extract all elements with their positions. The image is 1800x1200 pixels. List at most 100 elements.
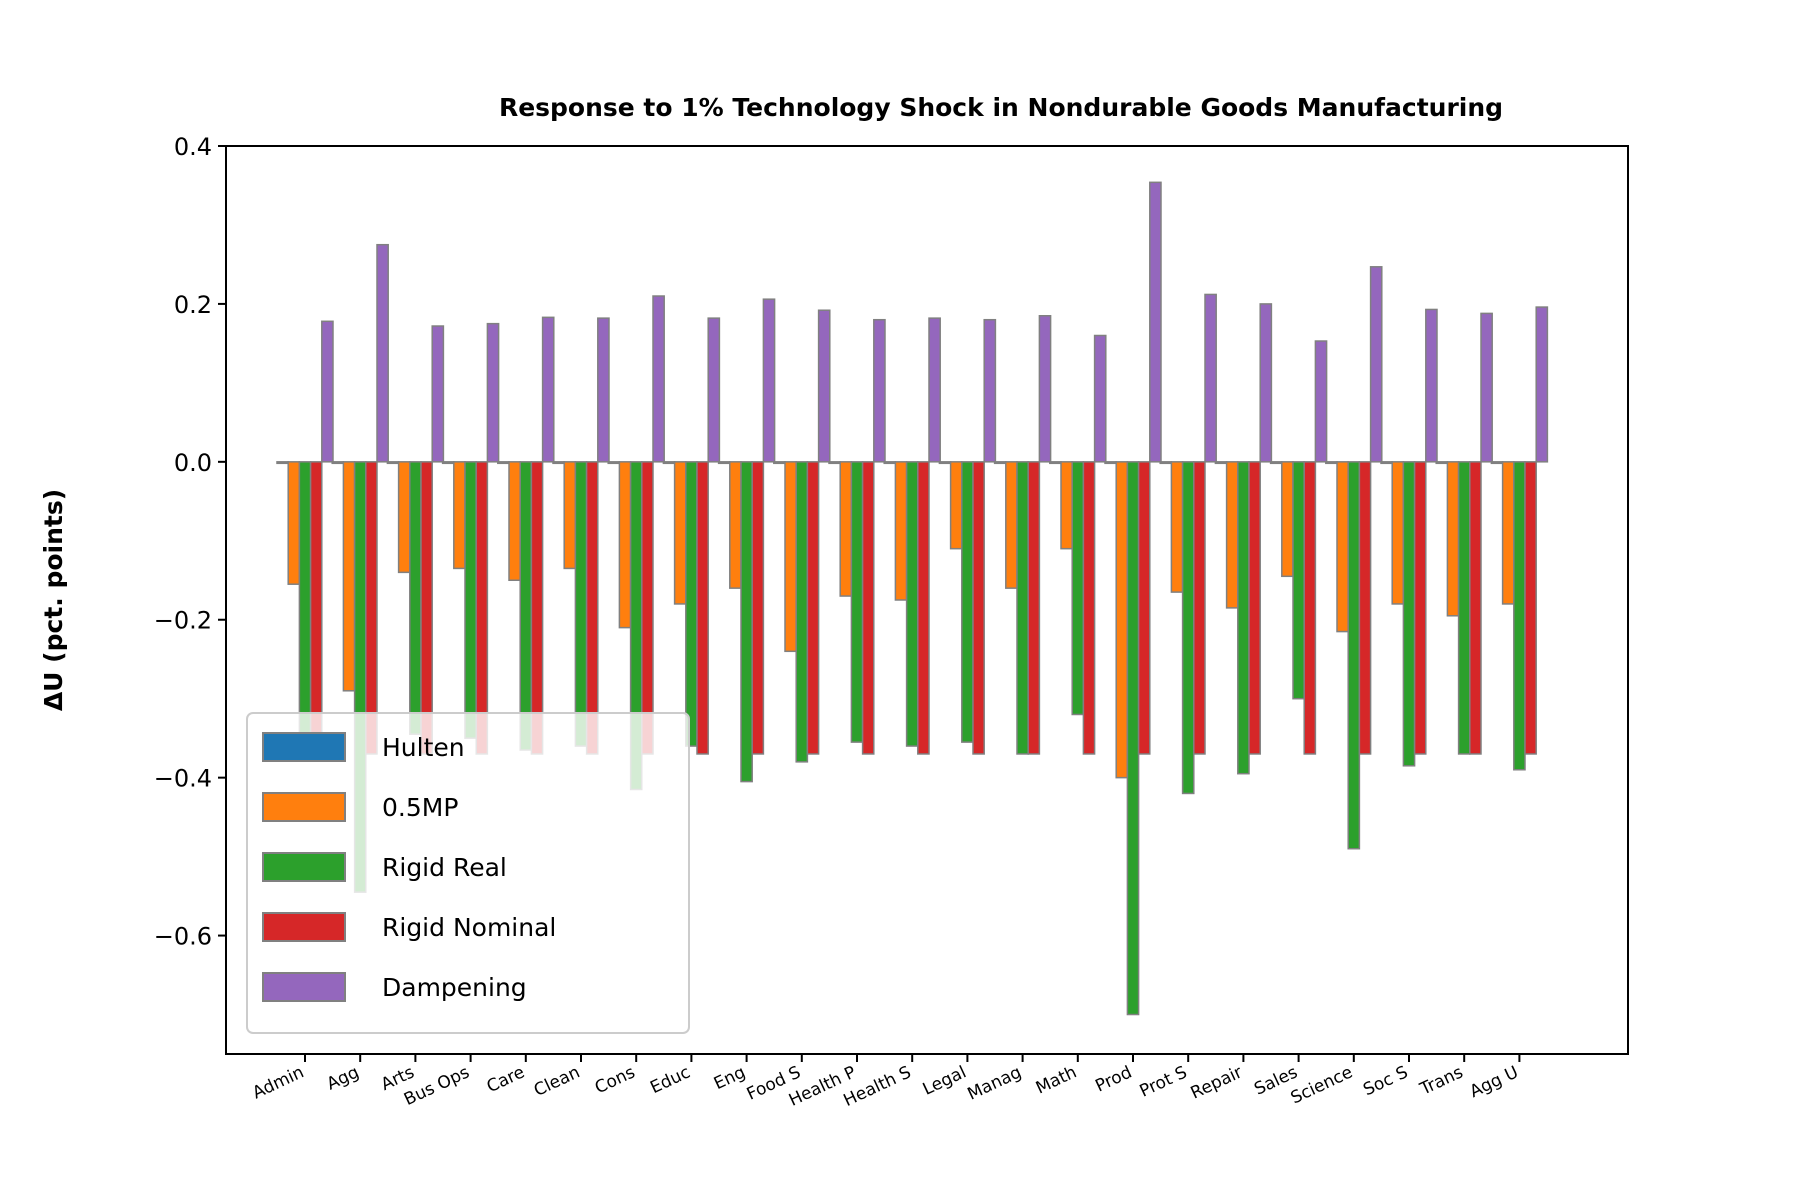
bar-hulten	[938, 461, 952, 465]
bar-hulten	[1104, 461, 1117, 465]
bar-rigid-nominal	[530, 461, 544, 755]
bar-rigid-nominal	[972, 461, 985, 755]
bar-dampening	[928, 317, 941, 463]
x-tick-label: Prod	[1092, 1062, 1135, 1096]
bar-hulten	[497, 461, 510, 465]
bar-rigid-real	[905, 461, 919, 747]
x-tick-label: Agg	[324, 1062, 363, 1094]
y-tick-label: −0.6	[154, 923, 212, 951]
bar-0-5mp	[784, 461, 797, 653]
bar-dampening	[1369, 266, 1383, 463]
bar-hulten	[1049, 461, 1062, 465]
bar-rigid-real	[850, 461, 864, 743]
bar-rigid-real	[685, 461, 698, 747]
bar-dampening	[376, 243, 389, 463]
bar-hulten	[717, 461, 731, 465]
legend-label-dampening: Dampening	[382, 973, 527, 1002]
bar-rigid-real	[1347, 461, 1361, 850]
bar-hulten	[276, 461, 289, 465]
bar-0-5mp	[1225, 461, 1239, 609]
x-tick-label: Educ	[647, 1062, 693, 1098]
bar-rigid-real	[961, 461, 974, 743]
legend-label-rigid-real: Rigid Real	[382, 853, 507, 882]
bar-hulten	[607, 461, 621, 465]
bar-0-5mp	[1170, 461, 1184, 593]
bar-dampening	[597, 317, 610, 463]
bar-dampening	[1038, 315, 1052, 463]
bar-hulten	[662, 461, 676, 465]
bar-rigid-nominal	[1358, 461, 1372, 755]
x-tick-label: Trans	[1416, 1062, 1466, 1100]
bar-0-5mp	[894, 461, 908, 601]
bar-rigid-nominal	[1137, 461, 1151, 755]
legend-label-rigid-nominal: Rigid Nominal	[382, 913, 556, 942]
bar-rigid-nominal	[1193, 461, 1206, 755]
bar-0-5mp	[1005, 461, 1018, 589]
bar-hulten	[883, 461, 897, 465]
x-tick-label: Prot S	[1137, 1062, 1191, 1101]
bar-hulten	[1380, 461, 1393, 465]
x-tick-label: Eng	[711, 1062, 749, 1094]
bar-dampening	[762, 298, 776, 463]
bar-dampening	[873, 318, 886, 463]
legend-swatch-rigid-nominal	[262, 912, 346, 942]
bar-0-5mp	[1281, 461, 1294, 578]
bar-hulten	[1159, 461, 1173, 465]
x-tick-label: Agg U	[1467, 1062, 1522, 1102]
bar-rigid-real	[519, 461, 533, 751]
legend-box	[246, 712, 690, 1034]
bar-rigid-real	[409, 461, 422, 735]
bar-rigid-real	[1292, 461, 1305, 700]
bar-dampening	[1093, 334, 1107, 463]
bar-dampening	[652, 295, 665, 463]
bar-0-5mp	[839, 461, 853, 597]
bar-hulten	[1435, 461, 1449, 465]
legend-swatch-rigid-real	[262, 852, 346, 882]
bar-hulten	[441, 461, 455, 465]
bar-rigid-nominal	[420, 461, 433, 755]
bar-rigid-nominal	[309, 461, 323, 755]
x-tick-label: Soc S	[1360, 1062, 1411, 1100]
bar-rigid-nominal	[641, 461, 654, 755]
bar-rigid-nominal	[806, 461, 820, 755]
bar-hulten	[331, 461, 345, 465]
bar-dampening	[707, 317, 721, 463]
y-tick-label: −0.2	[154, 607, 212, 635]
x-tick-label: Admin	[250, 1062, 308, 1103]
bar-rigid-nominal	[1027, 461, 1041, 755]
bar-rigid-nominal	[585, 461, 599, 755]
bar-rigid-real	[1071, 461, 1085, 716]
x-tick-label: Care	[484, 1062, 528, 1097]
x-tick-label: Math	[1033, 1062, 1080, 1098]
bar-rigid-real	[1126, 461, 1140, 1016]
bar-hulten	[993, 461, 1007, 465]
bar-0-5mp	[287, 461, 301, 585]
bar-rigid-nominal	[1413, 461, 1427, 755]
bar-hulten	[1490, 461, 1504, 465]
bar-dampening	[1259, 303, 1273, 463]
bar-rigid-nominal	[861, 461, 875, 755]
bar-rigid-nominal	[475, 461, 489, 755]
bar-rigid-nominal	[365, 461, 378, 755]
legend-swatch-hulten	[262, 732, 346, 762]
bar-dampening	[431, 325, 445, 463]
bar-0-5mp	[729, 461, 742, 589]
bar-0-5mp	[1446, 461, 1460, 617]
bar-0-5mp	[342, 461, 356, 692]
bar-0-5mp	[673, 461, 687, 605]
x-tick-label: Clean	[531, 1062, 583, 1101]
x-tick-label: Manag	[965, 1062, 1025, 1104]
bar-rigid-real	[1457, 461, 1471, 755]
y-axis-label: ΔU (pct. points)	[39, 489, 68, 711]
bar-rigid-nominal	[1248, 461, 1261, 755]
bar-rigid-nominal	[917, 461, 930, 755]
legend-label-hulten: Hulten	[382, 733, 465, 762]
legend: Hulten 0.5MP Rigid Real Rigid Nominal Dampen…	[246, 712, 690, 1034]
bar-hulten	[552, 461, 565, 465]
bar-dampening	[1204, 293, 1217, 463]
bar-rigid-real	[1513, 461, 1526, 771]
bar-rigid-real	[795, 461, 809, 763]
x-tick-label: Cons	[592, 1062, 639, 1098]
